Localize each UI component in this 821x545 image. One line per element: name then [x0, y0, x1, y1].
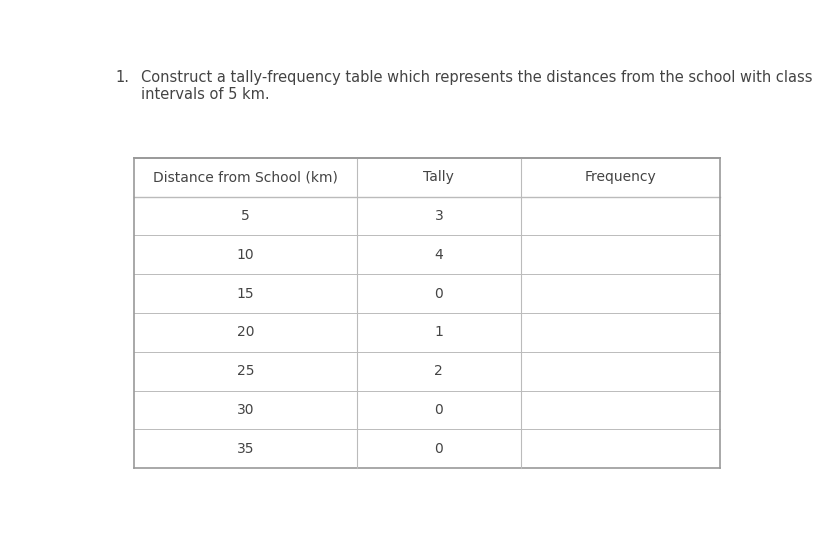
Text: 30: 30	[237, 403, 255, 417]
Text: 3: 3	[434, 209, 443, 223]
Text: Construct a tally-frequency table which represents the distances from the school: Construct a tally-frequency table which …	[141, 70, 812, 102]
Text: 0: 0	[434, 287, 443, 301]
Text: 5: 5	[241, 209, 250, 223]
Text: 2: 2	[434, 364, 443, 378]
Text: 15: 15	[236, 287, 255, 301]
Text: 1: 1	[434, 325, 443, 340]
Text: 20: 20	[237, 325, 255, 340]
Text: 1.: 1.	[115, 70, 130, 84]
Text: Frequency: Frequency	[585, 170, 656, 184]
Text: Tally: Tally	[424, 170, 454, 184]
Text: 0: 0	[434, 403, 443, 417]
Text: 35: 35	[237, 442, 255, 456]
Text: Distance from School (km): Distance from School (km)	[154, 170, 338, 184]
Text: 4: 4	[434, 248, 443, 262]
Text: 0: 0	[434, 442, 443, 456]
Text: 10: 10	[236, 248, 255, 262]
Text: 25: 25	[237, 364, 255, 378]
